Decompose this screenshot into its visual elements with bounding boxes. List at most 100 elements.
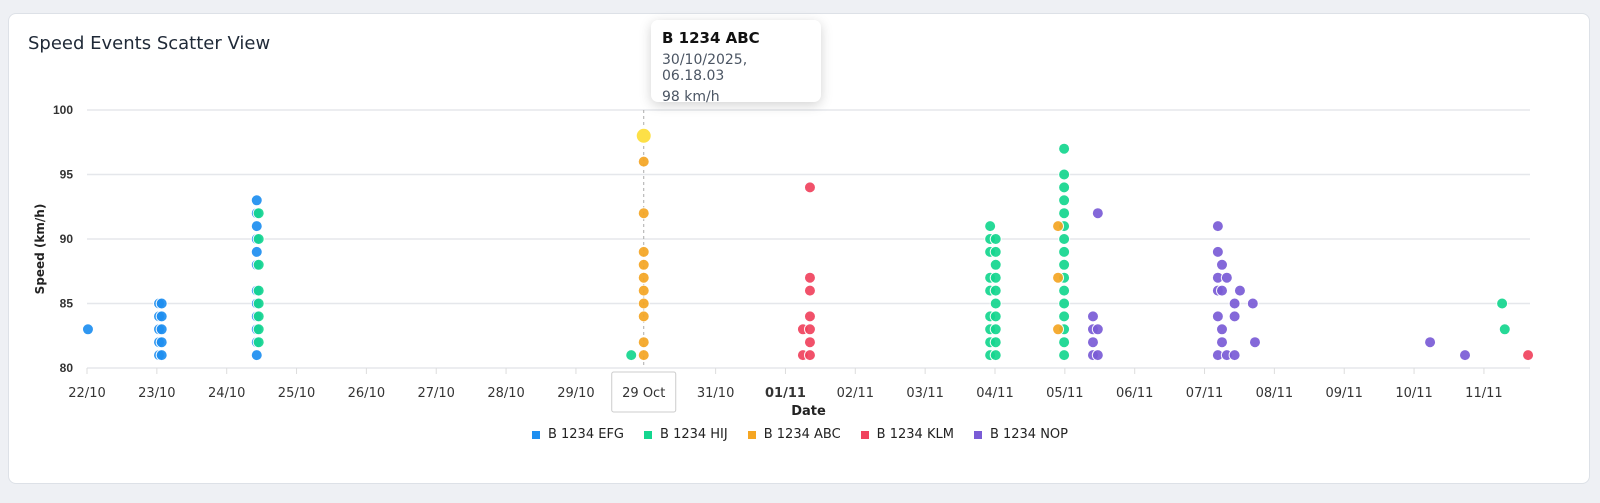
legend-item[interactable]: B 1234 KLM xyxy=(860,427,954,442)
tooltip: B 1234 ABC 30/10/2025, 06.18.03 98 km/h xyxy=(651,20,821,105)
legend-swatch xyxy=(531,430,540,439)
legend-swatch xyxy=(860,430,869,439)
x-tick-label: 08/11 xyxy=(1256,386,1293,401)
x-tick-label: 01/11 xyxy=(765,386,806,401)
data-point xyxy=(1058,194,1071,207)
legend-swatch xyxy=(747,430,756,439)
x-tick-label: 07/11 xyxy=(1186,386,1223,401)
data-point xyxy=(1058,336,1071,349)
tooltip-title: B 1234 ABC xyxy=(662,29,760,47)
x-tick-label: 23/10 xyxy=(138,386,175,401)
data-point xyxy=(1248,336,1261,349)
data-point xyxy=(1058,168,1071,181)
data-point xyxy=(989,323,1002,336)
data-point xyxy=(1058,310,1071,323)
legend-label: B 1234 NOP xyxy=(989,427,1069,442)
x-tick-label: 09/11 xyxy=(1325,386,1362,401)
data-point xyxy=(250,245,263,258)
data-point xyxy=(1052,220,1065,233)
data-point xyxy=(252,297,265,310)
legend-item[interactable]: B 1234 HIJ xyxy=(644,427,728,442)
x-axis-label: Date xyxy=(791,404,826,419)
data-point xyxy=(637,336,650,349)
data-point xyxy=(1246,297,1259,310)
data-point xyxy=(637,207,650,220)
data-point xyxy=(1215,323,1228,336)
x-tick-label: 26/10 xyxy=(348,386,385,401)
data-point xyxy=(1058,297,1071,310)
data-point xyxy=(637,297,650,310)
legend-label: B 1234 KLM xyxy=(876,427,954,442)
y-tick-label: 90 xyxy=(60,232,74,246)
data-point xyxy=(250,194,263,207)
data-point xyxy=(989,271,1002,284)
y-axis-label: Speed (km/h) xyxy=(33,204,47,295)
legend-item[interactable]: B 1234 ABC xyxy=(747,427,841,442)
data-point xyxy=(803,310,816,323)
data-point xyxy=(252,233,265,245)
y-tick-label: 85 xyxy=(60,297,74,311)
data-point xyxy=(989,310,1002,323)
data-point xyxy=(1086,336,1099,349)
data-point xyxy=(625,349,638,362)
data-point xyxy=(155,349,168,362)
data-point xyxy=(252,310,265,323)
data-point xyxy=(989,349,1002,362)
legend-swatch xyxy=(644,430,653,439)
data-point xyxy=(1215,284,1228,297)
data-point xyxy=(989,297,1002,310)
data-point xyxy=(1496,297,1509,310)
data-point xyxy=(1228,310,1241,323)
x-tick-label: 22/10 xyxy=(68,386,105,401)
data-point xyxy=(984,220,997,233)
data-point xyxy=(1220,271,1233,284)
chart-title: Speed Events Scatter View xyxy=(28,33,271,54)
data-point xyxy=(252,336,265,349)
data-point xyxy=(155,323,168,336)
x-tick-label: 28/10 xyxy=(487,386,524,401)
x-tick-label: 29/10 xyxy=(557,386,594,401)
data-point xyxy=(252,284,265,297)
x-tick-label: 03/11 xyxy=(906,386,943,401)
data-point xyxy=(637,245,650,258)
data-point xyxy=(803,336,816,349)
data-point xyxy=(1058,284,1071,297)
data-point xyxy=(803,284,816,297)
data-point xyxy=(1522,349,1535,362)
x-tick-label: 25/10 xyxy=(278,386,315,401)
data-point xyxy=(1058,181,1071,194)
highlighted-point xyxy=(635,127,652,144)
x-tick-label: 24/10 xyxy=(208,386,245,401)
data-point xyxy=(989,245,1002,258)
data-point xyxy=(252,207,265,220)
data-point xyxy=(1058,349,1071,362)
data-point xyxy=(1233,284,1246,297)
x-tick-label: 05/11 xyxy=(1046,386,1083,401)
data-point xyxy=(989,336,1002,349)
legend-label: B 1234 EFG xyxy=(547,427,625,442)
tooltip-datetime: 30/10/2025, 06.18.03 xyxy=(662,52,748,84)
data-point xyxy=(803,271,816,284)
data-point xyxy=(989,284,1002,297)
data-point xyxy=(1228,349,1241,362)
x-tick-label: 04/11 xyxy=(976,386,1013,401)
data-point xyxy=(250,220,263,233)
data-point xyxy=(1091,323,1104,336)
x-tick-label: 11/11 xyxy=(1465,386,1502,401)
legend-label: B 1234 HIJ xyxy=(660,427,728,442)
x-tick-label: 31/10 xyxy=(697,386,734,401)
data-point xyxy=(803,181,816,194)
x-tick-label: 06/11 xyxy=(1116,386,1153,401)
data-point xyxy=(1211,245,1224,258)
tooltip-value: 98 km/h xyxy=(662,89,720,105)
data-point xyxy=(1052,323,1065,336)
legend-item[interactable]: B 1234 EFG xyxy=(531,427,625,442)
y-tick-label: 100 xyxy=(53,103,73,117)
data-point xyxy=(637,284,650,297)
data-point xyxy=(989,233,1002,245)
data-point xyxy=(637,349,650,362)
x-tick-label: 02/11 xyxy=(837,386,874,401)
data-point xyxy=(1086,310,1099,323)
legend-item[interactable]: B 1234 NOP xyxy=(973,427,1069,442)
